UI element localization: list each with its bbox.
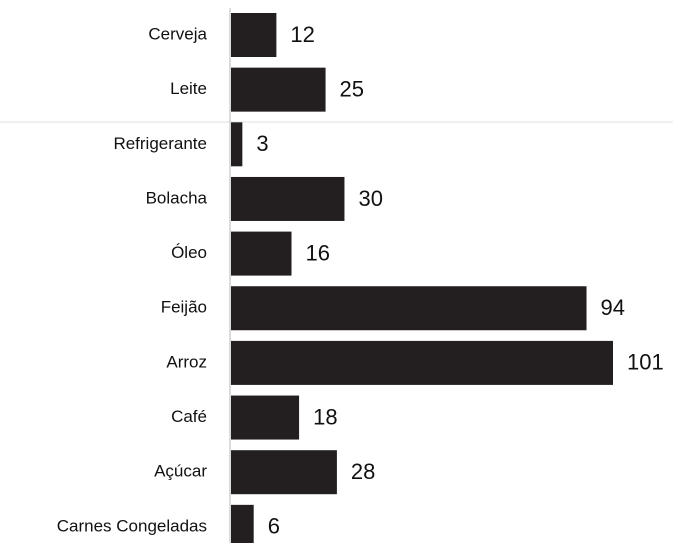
value-label: 94 bbox=[601, 295, 625, 320]
value-label: 12 bbox=[290, 22, 314, 47]
category-label: Bolacha bbox=[146, 188, 208, 207]
category-label: Óleo bbox=[171, 243, 207, 262]
bar bbox=[231, 231, 292, 276]
bar bbox=[231, 340, 613, 385]
category-label: Feijão bbox=[161, 298, 207, 317]
value-label: 25 bbox=[340, 76, 364, 101]
value-label: 3 bbox=[256, 131, 268, 156]
bar bbox=[231, 395, 300, 440]
category-label: Arroz bbox=[166, 352, 207, 371]
bar bbox=[231, 67, 326, 112]
bar bbox=[231, 450, 337, 495]
category-label: Açúcar bbox=[154, 462, 207, 481]
category-label: Leite bbox=[170, 79, 207, 98]
value-label: 16 bbox=[306, 240, 330, 265]
value-label: 6 bbox=[268, 514, 280, 539]
category-label: Cerveja bbox=[148, 24, 207, 43]
value-label: 30 bbox=[358, 186, 382, 211]
bar bbox=[231, 122, 243, 167]
category-label: Café bbox=[171, 407, 207, 426]
bar bbox=[231, 504, 254, 543]
category-label: Carnes Congeladas bbox=[57, 516, 207, 535]
category-label: Refrigerante bbox=[113, 134, 207, 153]
value-label: 28 bbox=[351, 459, 375, 484]
value-label: 101 bbox=[627, 350, 664, 375]
bar bbox=[231, 176, 345, 221]
value-label: 18 bbox=[313, 404, 337, 429]
bar bbox=[231, 13, 277, 57]
bar bbox=[231, 286, 587, 331]
